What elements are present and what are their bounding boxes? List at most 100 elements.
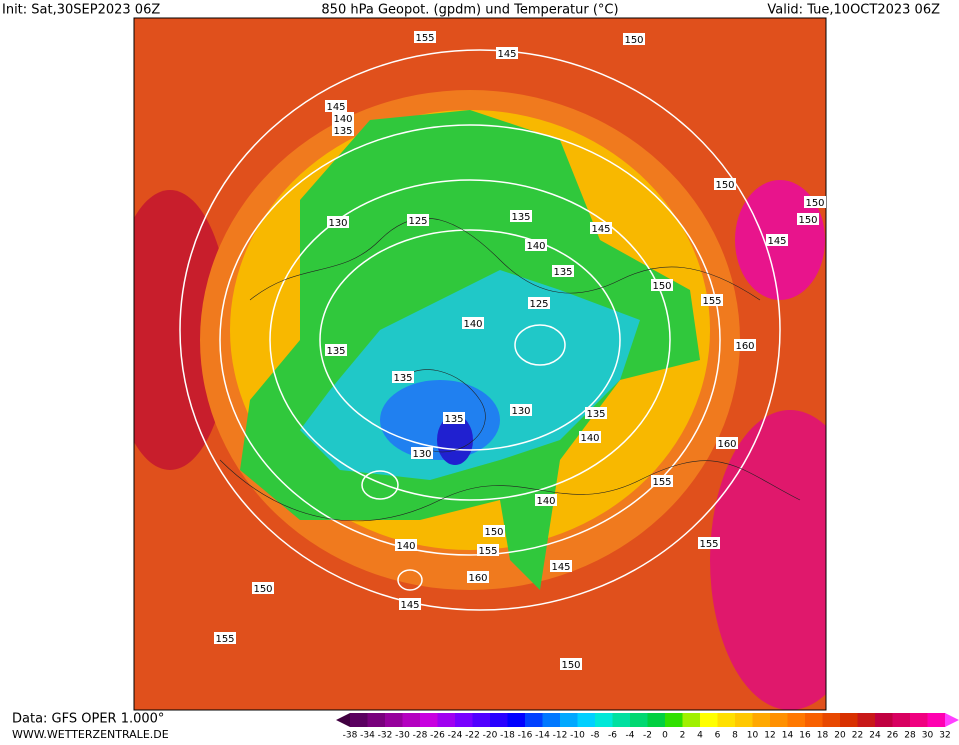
colorbar: -38 -34 -32 -30 -28 -26 -24 -22 -20 -18 -16 -14 -12-…: [336, 713, 959, 741]
contour-label: 135: [511, 212, 530, 223]
color-cell: [910, 713, 928, 727]
colorbar-label: -4: [626, 731, 635, 741]
map: [134, 18, 826, 710]
color-cell: [420, 713, 438, 727]
colorbar-label: -12: [553, 731, 568, 741]
contour-label-box: [411, 447, 433, 459]
colorbar-label: -32: [378, 731, 393, 741]
contour-label: 155: [415, 33, 434, 44]
valid-time: Valid: Tue,10OCT2023 06Z: [767, 3, 940, 18]
contour-lines: [179, 49, 781, 611]
color-cell: [490, 713, 508, 727]
contour-label: 140: [526, 241, 545, 252]
coastlines: [219, 217, 801, 522]
contour-label: 150: [798, 215, 817, 226]
temp-zone: [437, 415, 473, 465]
contour-label: 140: [536, 496, 555, 507]
contour-label-box: [651, 279, 673, 291]
colorbar-label: 10: [747, 731, 759, 741]
contour-label-box: [407, 214, 429, 226]
contour-label-box: [399, 598, 421, 610]
contour-label: 150: [484, 527, 503, 538]
colorbar-label: 6: [715, 731, 721, 741]
color-cell: [927, 713, 946, 727]
contour-label-box: [623, 33, 645, 45]
colorbar-label: -14: [535, 731, 550, 741]
contour-label-box: [462, 317, 484, 329]
contour-label: 140: [396, 541, 415, 552]
contour-label: 150: [652, 281, 671, 292]
color-cell: [437, 713, 456, 727]
color-cell: [752, 713, 771, 727]
colorbar-label: -6: [608, 731, 617, 741]
contour-label-box: [510, 404, 532, 416]
contour-label: 130: [511, 406, 530, 417]
contour-label: 150: [561, 660, 580, 671]
contour-label-box: [701, 294, 723, 306]
contour-label: 145: [551, 562, 570, 573]
colorbar-label: -22: [465, 731, 480, 741]
contour-label-box: [414, 31, 436, 43]
color-cell: [875, 713, 893, 727]
color-cell: [770, 713, 788, 727]
contour-label: 130: [412, 449, 431, 460]
contour-label-box: [392, 371, 414, 383]
colorbar-label: -20: [483, 731, 498, 741]
contour-label: 145: [400, 600, 419, 611]
contour-label: 160: [717, 439, 736, 450]
contour-label-box: [467, 571, 489, 583]
contour-label: 160: [735, 341, 754, 352]
color-cell: [350, 713, 368, 727]
color-cell: [367, 713, 386, 727]
warm-region: [134, 190, 230, 470]
contour-label: 135: [326, 346, 345, 357]
color-cell: [822, 713, 841, 727]
contour-label: 140: [333, 114, 352, 125]
color-cell: [735, 713, 753, 727]
colorbar-label: 0: [662, 731, 668, 741]
colorbar-label: 20: [834, 731, 846, 741]
init-time: Init: Sat,30SEP2023 06Z: [2, 3, 160, 18]
color-cell: [612, 713, 631, 727]
contour-label-box: [590, 222, 612, 234]
map-frame: [133, 17, 827, 711]
contour-label: 145: [767, 236, 786, 247]
color-cell: [717, 713, 736, 727]
contour-label: 155: [215, 634, 234, 645]
color-cell: [472, 713, 491, 727]
colorbar-label: 12: [764, 731, 775, 741]
colorbar-label: -24: [448, 731, 463, 741]
color-cell: [385, 713, 403, 727]
contour-label: 150: [253, 584, 272, 595]
colorbar-label: 16: [799, 731, 811, 741]
contour-label-box: [797, 213, 819, 225]
contour-label-box: [332, 112, 354, 124]
colorbar-label: -28: [413, 731, 428, 741]
color-cell: [892, 713, 911, 727]
contour-label: 155: [652, 477, 671, 488]
color-cell: [700, 713, 718, 727]
contour-label-box: [766, 234, 788, 246]
colorbar-label: 28: [904, 731, 916, 741]
colorbar-low-arrow: [336, 713, 350, 727]
map-title: 850 hPa Geopot. (gpdm) und Temperatur (°…: [321, 3, 618, 18]
contour-label-box: [510, 210, 532, 222]
contour-label: 135: [333, 126, 352, 137]
contour-label-box: [525, 239, 547, 251]
contour-label: 155: [702, 296, 721, 307]
contour-label: 150: [715, 180, 734, 191]
contour-label-box: [332, 124, 354, 136]
contour-label: 125: [408, 216, 427, 227]
color-cell: [577, 713, 596, 727]
contour-label: 125: [529, 299, 548, 310]
colorbar-label: -18: [500, 731, 515, 741]
contour-label: 155: [478, 546, 497, 557]
contour-label-box: [734, 339, 756, 351]
color-cell: [630, 713, 648, 727]
color-cell: [507, 713, 526, 727]
contour-label-box: [535, 494, 557, 506]
contour-label-box: [395, 539, 417, 551]
colorbar-label: 26: [887, 731, 899, 741]
